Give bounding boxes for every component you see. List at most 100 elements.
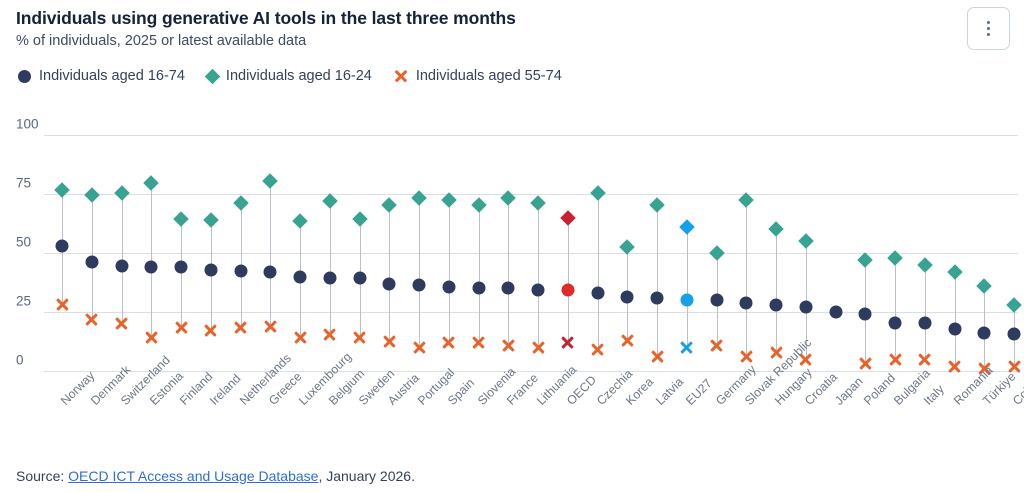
data-point-circle-luxembourg[interactable] [293,270,307,284]
data-point-circle-japan[interactable] [829,305,842,319]
data-point-diamond-romania[interactable] [946,264,963,280]
source-link[interactable]: OECD ICT Access and Usage Database [68,468,319,484]
data-point-circle-colombia[interactable] [1007,327,1021,341]
data-point-cross-sweden[interactable] [352,330,367,345]
data-point-cross-norway[interactable] [55,297,70,312]
data-point-cross-netherlands[interactable] [233,320,248,335]
data-point-diamond-türkiye[interactable] [976,278,993,294]
data-point-diamond-netherlands[interactable] [232,195,249,212]
data-point-circle-latvia[interactable] [650,291,664,305]
data-point-cross-slovenia[interactable] [471,335,486,350]
data-point-diamond-portugal[interactable] [411,189,427,206]
data-point-diamond-norway[interactable] [54,182,70,199]
data-column-stem [954,271,956,367]
data-point-cross-portugal[interactable] [412,340,427,355]
data-point-cross-germany[interactable] [709,338,724,353]
data-point-circle-spain[interactable] [442,280,456,294]
legend-item-2[interactable]: Individuals aged 16-24 [204,68,372,84]
source-note: Source: OECD ICT Access and Usage Databa… [16,468,415,484]
data-point-circle-hungary[interactable] [769,298,783,312]
data-point-cross-switzerland[interactable] [114,316,129,331]
data-point-cross-spain[interactable] [441,335,456,350]
data-point-diamond-austria[interactable] [381,196,398,213]
data-point-diamond-france[interactable] [500,189,517,206]
data-point-diamond-ireland[interactable] [202,212,219,228]
data-point-cross-greece[interactable] [263,319,278,334]
data-point-cross-lithuania[interactable] [531,340,546,355]
data-point-circle-bulgaria[interactable] [888,316,902,330]
data-point-circle-greece[interactable] [263,265,277,279]
data-point-cross-bulgaria[interactable] [888,352,903,367]
data-point-circle-italy[interactable] [918,316,932,330]
data-point-circle-sweden[interactable] [353,271,366,285]
data-point-diamond-hungary[interactable] [768,221,784,238]
data-point-circle-portugal[interactable] [412,278,426,292]
data-point-circle-finland[interactable] [174,260,188,274]
data-point-cross-eu27[interactable] [679,340,694,355]
data-point-cross-poland[interactable] [858,356,873,371]
data-point-cross-luxembourg[interactable] [293,330,308,345]
data-point-diamond-estonia[interactable] [143,175,160,192]
data-point-diamond-italy[interactable] [916,257,933,273]
data-point-circle-romania[interactable] [948,322,961,336]
data-point-circle-lithuania[interactable] [531,283,545,297]
data-point-circle-slovak-republic[interactable] [739,296,753,310]
data-point-diamond-belgium[interactable] [321,193,338,209]
legend-item-3[interactable]: Individuals aged 55-74 [394,68,562,84]
data-point-circle-belgium[interactable] [323,271,337,285]
data-point-cross-france[interactable] [501,338,516,353]
data-point-circle-poland[interactable] [858,307,872,321]
data-point-diamond-poland[interactable] [857,252,874,268]
data-point-cross-korea[interactable] [620,333,635,348]
data-point-cross-italy[interactable] [917,352,932,367]
data-point-diamond-latvia[interactable] [649,196,665,213]
data-point-cross-estonia[interactable] [144,330,159,345]
data-point-diamond-eu27[interactable] [678,219,695,235]
data-point-diamond-denmark[interactable] [83,187,100,203]
data-point-diamond-switzerland[interactable] [113,185,130,201]
data-point-circle-oecd[interactable] [561,283,575,297]
data-point-diamond-germany[interactable] [708,245,725,261]
data-point-circle-türkiye[interactable] [977,326,991,340]
data-point-diamond-greece[interactable] [262,173,279,189]
data-point-circle-denmark[interactable] [85,255,99,269]
page-subtitle: % of individuals, 2025 or latest availab… [16,33,307,49]
data-point-cross-romania[interactable] [947,359,962,374]
data-point-cross-slovak-republic[interactable] [739,349,754,364]
data-point-circle-switzerland[interactable] [115,259,128,273]
data-point-cross-austria[interactable] [382,334,397,349]
data-point-circle-czechia[interactable] [591,286,604,300]
data-point-circle-croatia[interactable] [799,300,813,314]
data-point-circle-austria[interactable] [382,277,396,291]
data-point-circle-eu27[interactable] [680,293,694,307]
gridline-50 [44,253,1018,254]
data-point-diamond-sweden[interactable] [351,210,368,227]
data-point-circle-korea[interactable] [620,290,634,304]
data-point-diamond-colombia[interactable] [1006,297,1022,313]
data-point-circle-norway[interactable] [55,239,69,253]
data-point-cross-czechia[interactable] [590,342,605,357]
data-point-diamond-slovenia[interactable] [470,196,487,213]
kebab-menu-icon [987,21,990,36]
data-point-circle-france[interactable] [501,281,515,295]
data-point-cross-ireland[interactable] [203,323,218,338]
kebab-menu-button[interactable] [967,7,1010,50]
data-point-cross-finland[interactable] [174,320,189,335]
data-point-diamond-croatia[interactable] [797,233,814,249]
data-point-diamond-lithuania[interactable] [530,195,546,212]
data-point-circle-netherlands[interactable] [234,264,247,278]
legend-item-1[interactable]: Individuals aged 16-74 [18,68,185,84]
data-point-diamond-oecd[interactable] [559,209,576,226]
data-point-circle-estonia[interactable] [144,260,158,274]
source-suffix: , January 2026. [318,468,415,484]
data-point-cross-belgium[interactable] [322,327,337,342]
data-point-circle-slovenia[interactable] [472,281,485,295]
data-point-diamond-finland[interactable] [173,210,189,227]
data-point-cross-oecd[interactable] [560,335,575,350]
data-point-cross-denmark[interactable] [84,312,99,327]
data-point-diamond-luxembourg[interactable] [292,213,308,229]
data-point-diamond-czechia[interactable] [589,185,606,201]
data-point-cross-latvia[interactable] [650,349,665,364]
data-point-circle-ireland[interactable] [204,263,218,277]
data-point-circle-germany[interactable] [710,293,723,307]
